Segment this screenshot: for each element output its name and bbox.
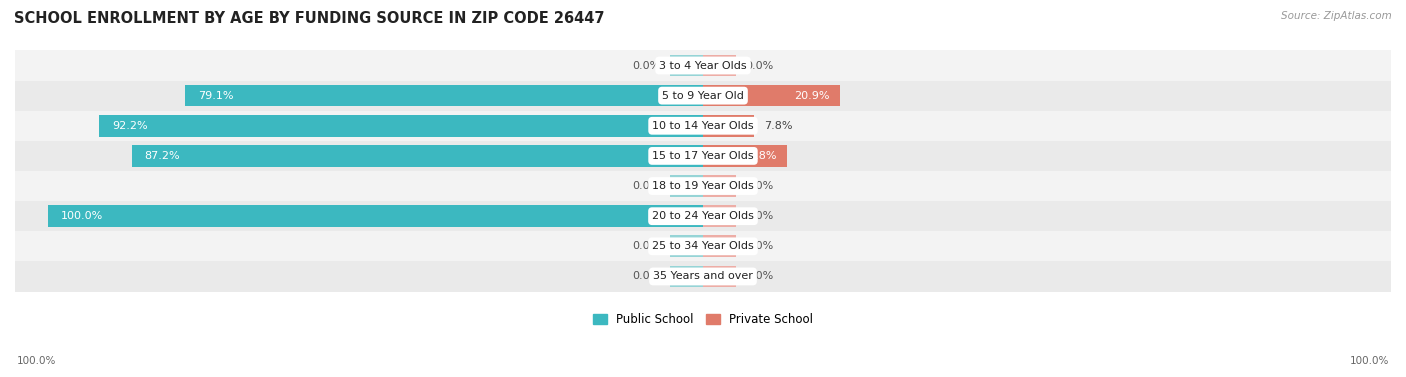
- Text: 100.0%: 100.0%: [60, 211, 103, 221]
- Text: 18 to 19 Year Olds: 18 to 19 Year Olds: [652, 181, 754, 191]
- Bar: [48, 205, 703, 227]
- Bar: [703, 266, 735, 287]
- Text: 0.0%: 0.0%: [633, 181, 661, 191]
- Bar: [671, 236, 703, 257]
- Bar: [15, 111, 1391, 141]
- Text: 87.2%: 87.2%: [145, 151, 180, 161]
- Bar: [15, 51, 1391, 81]
- Text: 20 to 24 Year Olds: 20 to 24 Year Olds: [652, 211, 754, 221]
- Text: 7.8%: 7.8%: [763, 121, 793, 131]
- Bar: [184, 85, 703, 106]
- Bar: [703, 85, 839, 106]
- Bar: [703, 145, 787, 167]
- Text: 5 to 9 Year Old: 5 to 9 Year Old: [662, 90, 744, 101]
- Bar: [671, 175, 703, 197]
- Bar: [15, 231, 1391, 261]
- Bar: [703, 175, 735, 197]
- Bar: [15, 171, 1391, 201]
- Bar: [671, 266, 703, 287]
- Bar: [15, 141, 1391, 171]
- Text: Source: ZipAtlas.com: Source: ZipAtlas.com: [1281, 11, 1392, 21]
- Bar: [703, 205, 735, 227]
- Text: 100.0%: 100.0%: [1350, 356, 1389, 366]
- Text: 0.0%: 0.0%: [745, 271, 773, 282]
- Text: 3 to 4 Year Olds: 3 to 4 Year Olds: [659, 60, 747, 70]
- Text: 0.0%: 0.0%: [633, 271, 661, 282]
- Text: 10 to 14 Year Olds: 10 to 14 Year Olds: [652, 121, 754, 131]
- Bar: [703, 115, 754, 136]
- Bar: [703, 236, 735, 257]
- Bar: [132, 145, 703, 167]
- Text: 0.0%: 0.0%: [745, 181, 773, 191]
- Text: 92.2%: 92.2%: [112, 121, 148, 131]
- Bar: [15, 81, 1391, 111]
- Text: 0.0%: 0.0%: [745, 241, 773, 251]
- Bar: [98, 115, 703, 136]
- Text: 0.0%: 0.0%: [633, 241, 661, 251]
- Text: 0.0%: 0.0%: [745, 60, 773, 70]
- Text: 0.0%: 0.0%: [745, 211, 773, 221]
- Text: 20.9%: 20.9%: [794, 90, 830, 101]
- Bar: [15, 201, 1391, 231]
- Text: SCHOOL ENROLLMENT BY AGE BY FUNDING SOURCE IN ZIP CODE 26447: SCHOOL ENROLLMENT BY AGE BY FUNDING SOUR…: [14, 11, 605, 26]
- Text: 100.0%: 100.0%: [17, 356, 56, 366]
- Text: 12.8%: 12.8%: [741, 151, 778, 161]
- Text: 25 to 34 Year Olds: 25 to 34 Year Olds: [652, 241, 754, 251]
- Text: 79.1%: 79.1%: [198, 90, 233, 101]
- Text: 15 to 17 Year Olds: 15 to 17 Year Olds: [652, 151, 754, 161]
- Legend: Public School, Private School: Public School, Private School: [588, 309, 818, 331]
- Bar: [15, 261, 1391, 291]
- Bar: [703, 55, 735, 77]
- Text: 0.0%: 0.0%: [633, 60, 661, 70]
- Bar: [671, 55, 703, 77]
- Text: 35 Years and over: 35 Years and over: [652, 271, 754, 282]
